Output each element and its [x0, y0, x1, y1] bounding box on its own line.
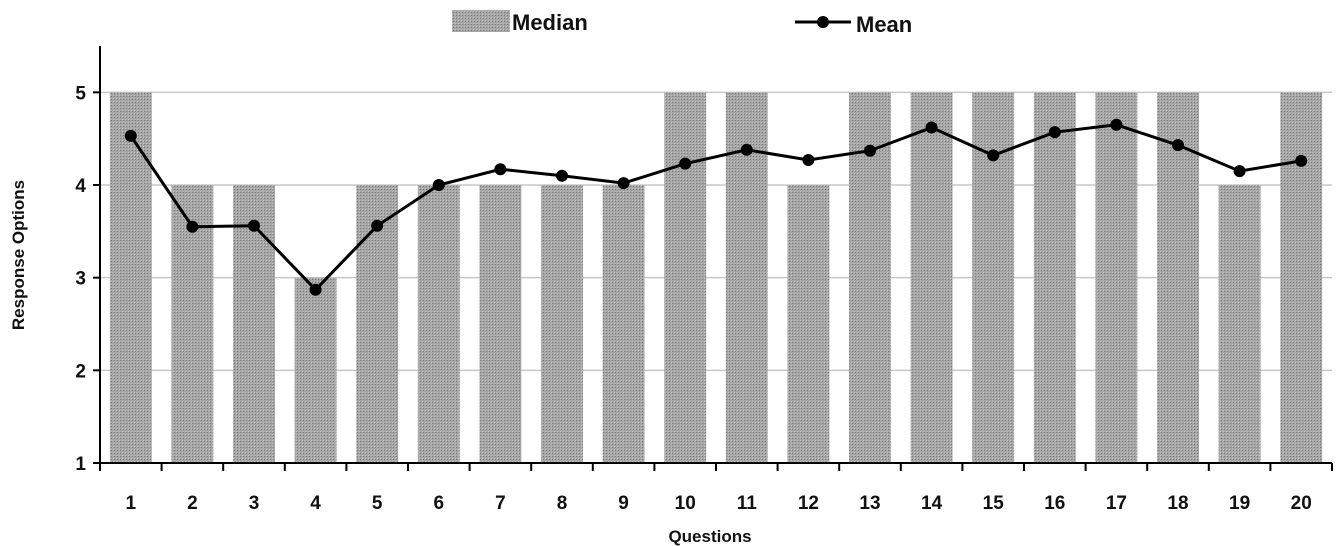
x-tick-label-4: 4 [310, 493, 321, 514]
median-bar-12 [787, 185, 830, 463]
median-bar-14 [910, 92, 953, 463]
mean-point-4 [309, 283, 322, 296]
axes [93, 46, 1333, 471]
median-bar-18 [1157, 92, 1199, 463]
median-bar-7 [479, 185, 522, 463]
mean-line [129, 123, 1302, 292]
mean-point-17 [1110, 118, 1123, 131]
mean-point-10 [679, 157, 692, 170]
median-bar-8 [541, 185, 583, 463]
median-bar-1 [109, 92, 152, 463]
legend-marker-mean [817, 16, 829, 28]
legend-label-mean: Mean [856, 12, 912, 37]
mean-point-7 [494, 163, 507, 176]
x-tick-label-11: 11 [737, 493, 758, 514]
mean-point-8 [556, 169, 568, 182]
x-tick-label-18: 18 [1167, 493, 1188, 514]
legend-swatch-median [452, 10, 510, 32]
median-bar-9 [602, 185, 645, 463]
x-tick-label-9: 9 [618, 493, 629, 514]
x-tick-label-16: 16 [1044, 493, 1065, 514]
mean-point-2 [186, 220, 199, 233]
mean-point-16 [1048, 126, 1061, 139]
y-axis-title: Response Options [9, 180, 28, 330]
x-tick-label-2: 2 [187, 493, 198, 514]
y-tick-label-5: 5 [75, 83, 86, 104]
mean-point-6 [432, 179, 445, 191]
mean-point-20 [1295, 154, 1308, 167]
x-tick-label-7: 7 [495, 493, 506, 514]
x-tick-label-1: 1 [126, 493, 137, 514]
median-bar-17 [1095, 92, 1138, 463]
median-bars [109, 92, 1323, 463]
x-tick-label-17: 17 [1106, 493, 1127, 514]
x-tick-label-12: 12 [798, 493, 819, 514]
mean-point-18 [1172, 139, 1184, 152]
y-tick-label-1: 1 [75, 454, 86, 475]
mean-point-9 [617, 177, 630, 190]
mean-point-13 [864, 144, 876, 157]
median-bar-19 [1218, 185, 1261, 463]
x-tick-label-8: 8 [557, 493, 568, 514]
median-bar-20 [1280, 92, 1323, 463]
mean-point-14 [925, 121, 938, 134]
x-tick-label-6: 6 [434, 493, 445, 514]
mean-point-12 [802, 153, 815, 166]
y-tick-label-2: 2 [75, 361, 86, 382]
x-tick-label-15: 15 [983, 493, 1005, 514]
median-bar-16 [1033, 92, 1076, 463]
x-tick-labels: 1 2 3 4 5 6 7 8 9 10 11 12 13 14 15 16 17 18 19 20 [126, 493, 1312, 514]
x-tick-label-20: 20 [1291, 493, 1312, 514]
y-tick-label-4: 4 [75, 176, 86, 197]
x-tick-label-14: 14 [921, 493, 943, 514]
mean-point-19 [1233, 165, 1246, 178]
legend: Median Mean [452, 10, 912, 37]
x-tick-label-3: 3 [249, 493, 260, 514]
x-tick-label-19: 19 [1229, 493, 1250, 514]
y-tick-label-3: 3 [75, 269, 86, 290]
median-bar-6 [417, 185, 460, 463]
mean-point-5 [371, 219, 384, 232]
mean-point-3 [248, 219, 260, 232]
x-tick-label-10: 10 [675, 493, 696, 514]
median-bar-10 [664, 92, 707, 463]
y-tick-labels: 1 2 3 4 5 [75, 83, 86, 475]
legend-label-median: Median [512, 10, 588, 35]
mean-point-1 [124, 129, 137, 142]
x-tick-label-5: 5 [372, 493, 383, 514]
x-axis-title: Questions [668, 527, 751, 546]
x-tick-label-13: 13 [859, 493, 880, 514]
median-bar-4 [294, 277, 337, 463]
mean-point-11 [740, 143, 753, 156]
mean-line-series [124, 118, 1308, 296]
mean-point-15 [987, 149, 1000, 162]
